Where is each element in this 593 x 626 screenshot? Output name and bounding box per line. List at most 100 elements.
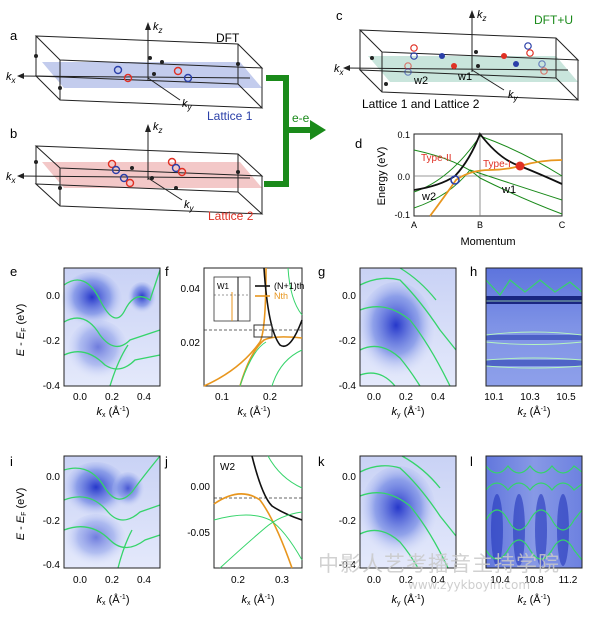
j-ytick-0: 0.00	[191, 482, 211, 493]
j-xtick-1: 0.3	[275, 575, 289, 586]
d-band-nplus1	[413, 132, 563, 191]
panel-h-arpes: 10.1 10.3 10.5 kz (Å-1)	[484, 267, 583, 419]
xtick-e-2: 0.4	[137, 392, 151, 403]
panel-a-schematic: kx kz ky DFT Lattice 1	[6, 21, 264, 123]
panel-letter-a: a	[10, 28, 18, 43]
ky-label-a: ky	[182, 98, 193, 112]
lattice2-plane	[42, 162, 262, 188]
kx-label-a: kx	[6, 71, 17, 85]
panel-letter-f: f	[165, 264, 169, 279]
panel-g-arpes: 0.0 -0.2 -0.4 0.0 0.2 0.4 ky (Å-1)	[339, 267, 457, 419]
xtick-h-0: 10.1	[484, 392, 504, 403]
kz-label-b: kz	[153, 121, 163, 135]
d-type1: Type-I	[483, 159, 511, 170]
orbital-blue-b3	[171, 163, 181, 173]
panel-f-zoom: W1 (N+1)th Nth 0.04 0.02 0.1 0.2 kx (Å-1…	[181, 267, 304, 419]
xlabel-l: kz (Å-1)	[518, 593, 551, 607]
d-xtick-C: C	[559, 220, 566, 230]
xtick-h-1: 10.3	[520, 392, 540, 403]
orbital-red-a2	[173, 66, 183, 76]
j-xtick-0: 0.2	[231, 575, 245, 586]
orbital-red-a1	[123, 73, 133, 83]
xlabel-e: kx (Å-1)	[97, 405, 130, 419]
ytick-e-2: -0.4	[43, 381, 61, 392]
ylabel-row2: E - EF (eV)	[15, 488, 28, 541]
d-xtick-B: B	[477, 220, 483, 230]
arpes-yaxis-row1: 0.0 -0.2 -0.4 E - EF (eV)	[15, 291, 60, 392]
xtick-k-0: 0.0	[367, 575, 381, 586]
kx-label-b: kx	[6, 171, 17, 185]
ylabel-row1: E - EF (eV)	[15, 304, 28, 357]
xlabel-g: ky (Å-1)	[392, 405, 425, 419]
orbital-blue-b1	[111, 165, 121, 175]
d-type2: Type-II	[421, 153, 452, 164]
xlabel-j: kx (Å-1)	[242, 593, 275, 607]
ytick-k-1: -0.2	[339, 516, 357, 527]
panel-l-arpes: 10.4 10.8 11.2 kz (Å-1)	[485, 455, 583, 607]
panel-d-bands: Type-II Type-I w2 w1 0.1 0.0 -0.1 A B C …	[376, 130, 566, 248]
ytick-e-1: -0.2	[43, 336, 61, 347]
ytick-g-2: -0.4	[339, 381, 357, 392]
orbital-blue-a2	[183, 73, 193, 83]
w1-label-c: w1	[457, 71, 472, 83]
d-band-n	[429, 159, 563, 217]
panel-c-schematic: kx kz ky w2 w1 DFT+U Lattice 1 and Latti…	[334, 9, 580, 111]
lattice2-label: Lattice 2	[208, 209, 254, 223]
orbital-blue-b2	[119, 173, 129, 183]
xlabel-k: ky (Å-1)	[392, 593, 425, 607]
panel-k-arpes: 0.0 -0.2 -0.4 0.0 0.2 0.4 ky (Å-1)	[339, 455, 457, 607]
xtick-l-2: 11.2	[559, 575, 578, 586]
orbital-red-b2	[125, 178, 135, 188]
orbital-blue-a1	[113, 65, 123, 75]
lattice1-label: Lattice 1	[207, 109, 253, 123]
panel-letter-g: g	[318, 264, 325, 279]
d-ytick-2: 0.0	[397, 172, 410, 182]
w2-label-c: w2	[413, 75, 428, 87]
panel-letter-d: d	[355, 136, 362, 151]
lattice12-label: Lattice 1 and Lattice 2	[362, 97, 480, 111]
xlabel-h: kz (Å-1)	[518, 405, 551, 419]
xtick-g-2: 0.4	[431, 392, 445, 403]
d-node-w1	[515, 161, 525, 171]
xtick-e-0: 0.0	[73, 392, 87, 403]
orbital-red-b3	[167, 157, 177, 167]
box-b	[34, 145, 264, 215]
f-legend-n: Nth	[274, 291, 288, 301]
ee-label: e-e	[292, 111, 310, 125]
ytick-k-0: 0.0	[342, 472, 356, 483]
panel-letter-b: b	[10, 126, 17, 141]
panel-letter-l: l	[470, 454, 473, 469]
watermark-url: www.zyykboyin.com	[408, 578, 531, 592]
xtick-k-1: 0.2	[399, 575, 413, 586]
d-ylabel: Energy (eV)	[376, 147, 388, 206]
box-a	[34, 35, 264, 109]
xlabel-f: kx (Å-1)	[238, 405, 271, 419]
j-label: W2	[220, 462, 235, 473]
xaxis-i: 0.0 0.2 0.4 kx (Å-1)	[73, 575, 151, 607]
watermark-cn: 中影人艺考播音主持学院	[318, 552, 560, 576]
j-ytick-1: -0.05	[187, 528, 210, 539]
orbital-red-b1	[107, 159, 117, 169]
dftu-label: DFT+U	[534, 13, 573, 27]
xtick-h-2: 10.5	[556, 392, 576, 403]
d-node-w2	[450, 175, 460, 185]
ytick-k-2: -0.4	[339, 560, 357, 571]
xtick-i-2: 0.4	[137, 575, 151, 586]
weyl-node-red-c2	[501, 53, 507, 59]
kx-label-c: kx	[334, 63, 345, 77]
ky-label-c: ky	[508, 89, 519, 103]
xtick-i-1: 0.2	[105, 575, 119, 586]
arpes-yaxis-row2: 0.0 -0.2 -0.4 E - EF (eV)	[15, 472, 60, 571]
f-xtick-0: 0.1	[215, 392, 229, 403]
f-ytick-0: 0.04	[181, 284, 201, 295]
ytick-g-1: -0.2	[339, 336, 357, 347]
weyl-node-blue-c2	[513, 61, 519, 67]
d-ytick-1: 0.1	[397, 130, 410, 140]
xtick-e-1: 0.2	[105, 392, 119, 403]
d-w1: w1	[501, 184, 516, 196]
panel-letter-c: c	[336, 8, 343, 23]
panel-letter-i: i	[10, 454, 13, 469]
d-xlabel: Momentum	[460, 236, 515, 248]
ytick-i-1: -0.2	[43, 516, 61, 527]
